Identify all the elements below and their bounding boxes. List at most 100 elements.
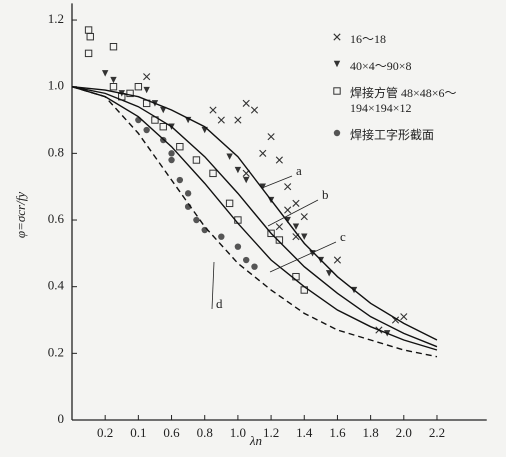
square-marker [192, 156, 201, 164]
cross-marker [234, 116, 242, 124]
triangle-marker [143, 86, 150, 94]
square-marker [84, 49, 93, 58]
cross-marker [284, 206, 292, 214]
x-tick-label: 1.2 [263, 425, 279, 440]
legend-icon [333, 87, 341, 95]
square-marker [126, 89, 134, 98]
curve-label: b [322, 187, 329, 202]
cross-marker [275, 156, 283, 164]
cross-marker [209, 106, 217, 114]
curve-label: a [296, 163, 302, 178]
x-tick-label: 2.2 [429, 425, 445, 440]
x-tick-label: 1.0 [230, 425, 246, 440]
square-marker [209, 169, 217, 178]
legend-item: 焊接工字形截面 [330, 126, 502, 143]
circle-marker [168, 156, 175, 164]
legend-item: 16～18 [330, 30, 502, 47]
cross-marker [333, 256, 342, 264]
circle-marker [143, 126, 150, 134]
square-marker [275, 236, 284, 244]
leader-line [267, 199, 319, 227]
triangle-marker [301, 233, 308, 240]
x-tick-label: 0.1 [130, 425, 146, 440]
cross-marker [300, 213, 308, 221]
curve-label: d [216, 296, 223, 311]
square-marker [225, 199, 234, 208]
legend-label: 40×4～90×8 [350, 59, 412, 73]
curve [71, 86, 438, 351]
cross-marker [400, 313, 408, 321]
legend-icon [333, 60, 341, 68]
triangle-marker [259, 183, 266, 190]
cross-marker [242, 99, 250, 107]
triangle-marker [160, 106, 167, 114]
y-tick-label: 0 [58, 411, 65, 426]
leader-line [261, 175, 293, 189]
square-marker [159, 122, 167, 131]
square-marker [109, 43, 118, 51]
x-axis-label: λn [249, 433, 262, 448]
square-marker [267, 229, 275, 238]
legend-label: 16～18 [350, 32, 387, 46]
curve [71, 86, 438, 341]
circle-marker [333, 129, 341, 137]
cross-marker [284, 183, 292, 191]
curve [71, 86, 438, 358]
triangle-marker [226, 153, 233, 160]
y-axis-label: φ=σcr/fy [13, 192, 28, 238]
legend-label: 焊接工字形截面 [350, 128, 435, 142]
cross-marker [292, 199, 300, 207]
triangle-marker [292, 223, 300, 230]
circle-marker [251, 263, 258, 270]
cross-marker [259, 149, 267, 157]
legend-item: 40×4～90×8 [330, 57, 502, 74]
triangle-marker [325, 270, 333, 277]
circle-marker [176, 176, 184, 184]
square-marker [86, 33, 94, 41]
circle-marker [218, 233, 225, 240]
square-marker [333, 87, 341, 95]
triangle-marker [101, 70, 109, 77]
square-marker [176, 142, 184, 151]
x-tick-label: 0.8 [197, 425, 213, 440]
legend-label: 焊接方管 48×48×6～194×194×12 [350, 86, 457, 115]
x-tick-label: 0.2 [97, 425, 113, 440]
cross-marker [275, 223, 283, 231]
curve [71, 86, 438, 348]
circle-marker [234, 243, 242, 250]
triangle-marker [234, 166, 242, 174]
square-marker [109, 83, 118, 91]
y-tick-label: 0.6 [48, 211, 65, 226]
y-tick-label: 0.2 [48, 344, 64, 359]
y-tick-label: 0.8 [48, 144, 64, 159]
x-tick-label: 0.6 [163, 425, 180, 440]
y-tick-label: 0.4 [48, 278, 65, 293]
cross-marker [250, 106, 259, 114]
legend-icon [333, 33, 341, 41]
x-tick-label: 2.0 [396, 425, 412, 440]
leader-line [211, 261, 215, 310]
triangle-marker [110, 76, 117, 84]
x-tick-label: 1.6 [329, 425, 346, 440]
cross-marker [217, 116, 225, 124]
square-marker [134, 83, 143, 91]
x-tick-label: 1.4 [296, 425, 313, 440]
circle-marker [184, 190, 192, 197]
circle-marker [193, 216, 200, 224]
cross-marker [391, 316, 400, 324]
circle-marker [242, 256, 250, 264]
legend-icon [333, 129, 341, 137]
y-tick-label: 1.2 [48, 11, 64, 26]
x-tick-label: 1.8 [362, 425, 378, 440]
legend: 16～18 40×4～90×8 焊接方管 48×48×6～194×194×12 焊接工… [330, 30, 502, 153]
y-tick-label: 1.0 [48, 78, 64, 93]
triangle-marker [284, 216, 291, 224]
triangle-marker [242, 176, 250, 184]
cross-marker [267, 133, 275, 141]
cross-marker [143, 73, 151, 81]
square-marker [84, 26, 93, 34]
circle-marker [168, 150, 175, 157]
triangle-marker [333, 60, 341, 68]
